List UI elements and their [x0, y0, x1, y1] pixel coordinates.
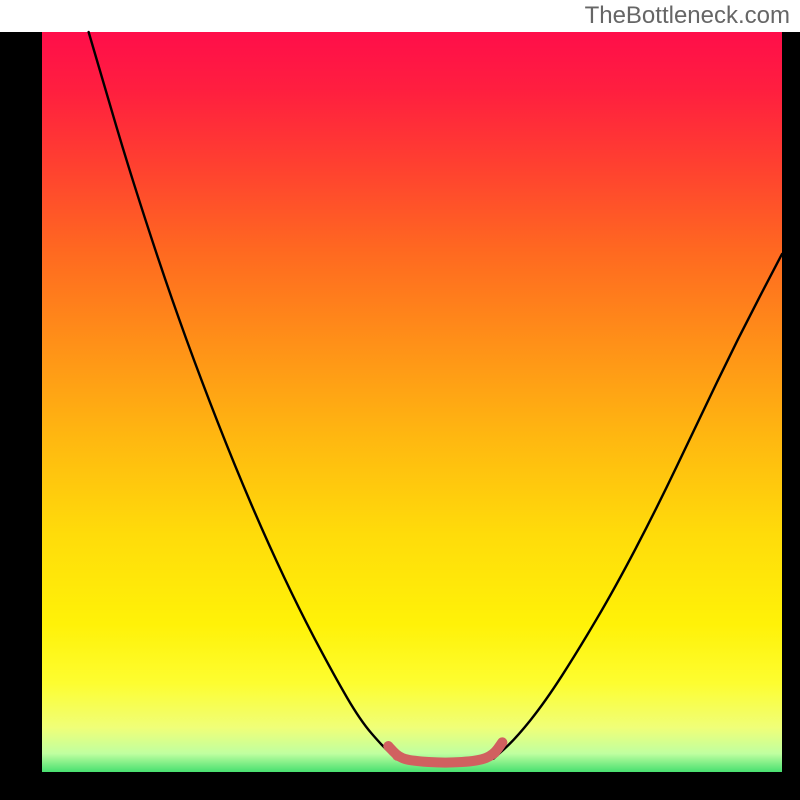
chart-container: TheBottleneck.com — [0, 0, 800, 800]
bottom-marker-dot — [437, 759, 444, 766]
bottom-marker-dot — [422, 758, 429, 765]
chart-svg — [0, 0, 800, 800]
watermark-label: TheBottleneck.com — [585, 2, 790, 30]
bottom-marker-dot — [407, 757, 414, 764]
gradient-background — [42, 32, 782, 772]
bottom-marker-dot — [392, 751, 402, 761]
plot-area — [0, 0, 800, 800]
bottom-marker-dot — [466, 758, 473, 765]
bottom-marker-dot — [451, 759, 458, 766]
bottom-marker-dot — [383, 741, 393, 751]
bottom-marker-dot — [497, 737, 507, 747]
bottom-marker-dot — [481, 756, 488, 763]
bottom-marker-dot — [490, 748, 500, 758]
